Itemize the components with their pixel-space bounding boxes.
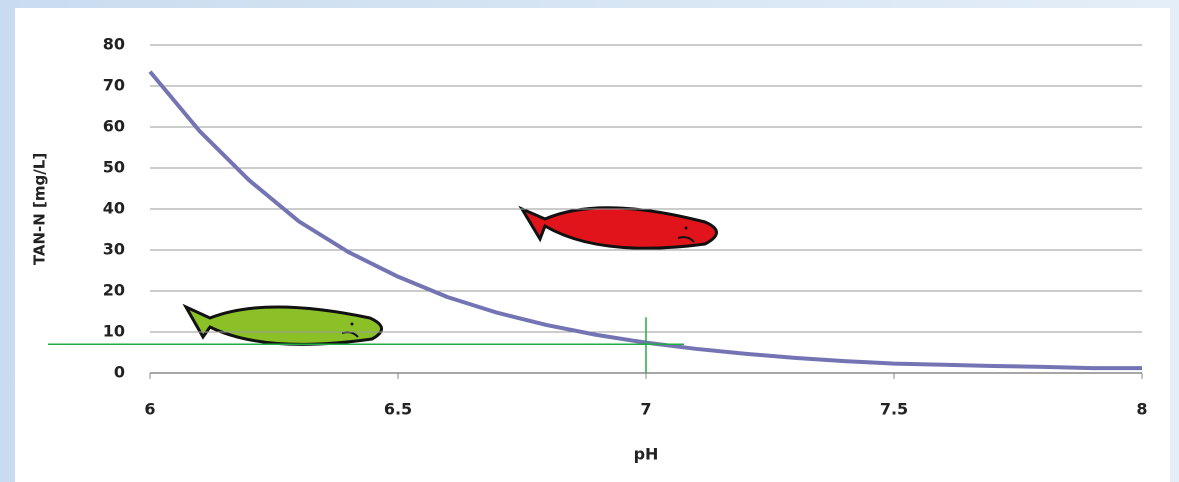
y-tick-label: 10: [103, 322, 125, 341]
y-axis-label: TAN-N [mg/L]: [31, 153, 49, 265]
x-tick-label: 6: [144, 400, 155, 419]
y-tick-label: 0: [114, 363, 125, 382]
y-tick-label: 40: [103, 199, 125, 218]
x-tick-label: 7: [640, 400, 651, 419]
y-tick-label: 20: [103, 281, 125, 300]
y-tick-label: 60: [103, 117, 125, 136]
x-axis-label: pH: [634, 445, 659, 464]
y-tick-label: 30: [103, 240, 125, 259]
x-tick-label: 7.5: [880, 400, 908, 419]
y-tick-label: 50: [103, 158, 125, 177]
y-tick-label: 70: [103, 76, 125, 95]
chart: pH TAN-N [mg/L] 0 10 20 30 40 50 60 70 80 6 6.5 7 7.…: [0, 0, 1179, 482]
y-tick-label: 80: [103, 35, 125, 54]
x-tick-label: 8: [1136, 400, 1147, 419]
chart-panel: [15, 8, 1170, 482]
x-tick-label: 6.5: [384, 400, 412, 419]
